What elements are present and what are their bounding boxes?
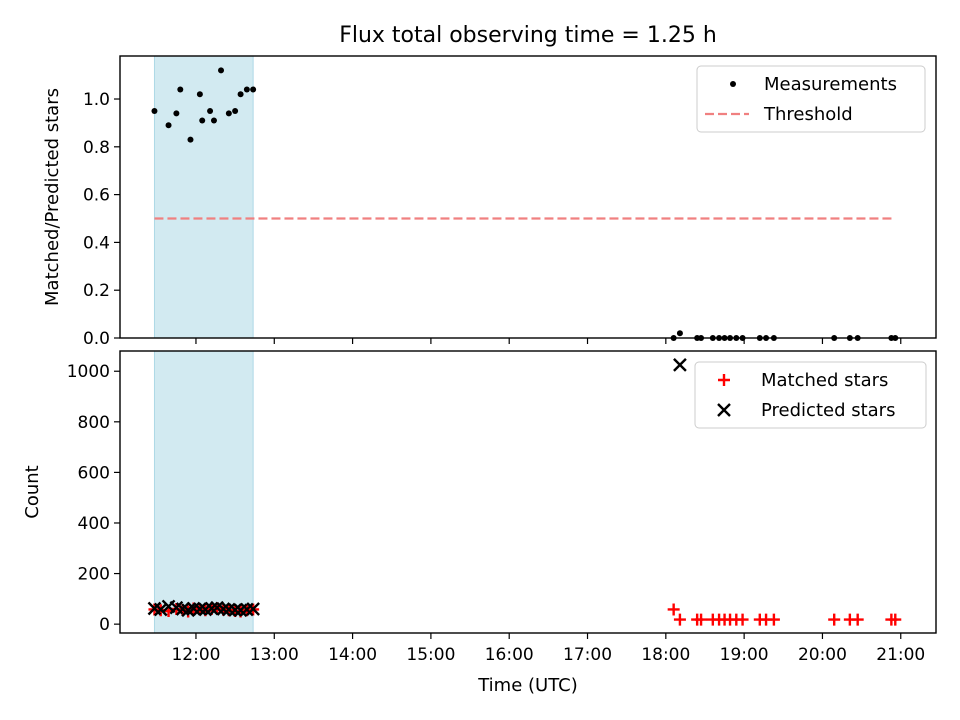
y-tick-label: 200 [78,565,110,585]
measurement-point [237,91,244,98]
measurement-point [210,117,217,124]
bottom-legend-box [694,361,927,429]
top-observing-span [153,55,254,339]
legend-measurements-label: Measurements [764,74,897,95]
top-legend-box [696,65,926,133]
measurement-point [199,117,206,124]
legend-threshold-label: Threshold [763,104,853,125]
x-tick-label: 19:00 [720,645,769,665]
predicted-star-point [673,358,687,372]
measurement-point [225,110,232,117]
predicted-star-point [153,602,168,617]
measurement-point [218,67,225,74]
top-y-axis-label: Matched/Predicted stars [42,88,63,306]
x-tick-label: 16:00 [485,645,534,665]
predicted-star-point [216,602,231,616]
legend-measurements-marker [730,81,736,87]
matched-star-point [673,613,686,626]
matched-star-point [889,613,902,626]
measurement-point [173,110,180,117]
matched-star-point [851,613,864,626]
y-tick-label: 0.2 [83,281,110,301]
y-tick-label: 0.8 [83,138,110,158]
matched-star-point [695,613,708,626]
y-tick-label: 1000 [67,362,110,382]
matched-star-point [667,603,680,616]
bottom-observing-span [153,350,254,634]
x-tick-label: 14:00 [328,645,377,665]
bottom-panel: 0 200 400 600 800 1000 12:00 13:00 14:00 15:00 16… [22,350,937,696]
measurement-point [676,330,683,337]
top-x-ticks [195,338,902,344]
x-tick-label: 17:00 [563,645,612,665]
y-tick-label: 800 [78,413,110,433]
measurement-point [250,86,257,93]
measurement-point [151,107,158,114]
bottom-axes-frame [119,350,937,634]
top-panel: 0.0 0.2 0.4 0.6 0.8 1.0 Matched/Predicted sta… [42,55,937,349]
chart-title: Flux total observing time = 1.25 h [339,23,717,48]
predicted-star-point [204,601,219,616]
x-tick-label: 21:00 [876,645,925,665]
top-axes-frame [119,55,937,339]
measurement-point [177,86,184,93]
matched-star-point [828,613,841,626]
x-tick-label: 13:00 [250,645,299,665]
bottom-y-ticks: 0 200 400 600 800 1000 [67,362,120,635]
measurement-point [196,91,203,98]
measurement-point [232,107,239,114]
bottom-legend: Matched stars Predicted stars [694,361,927,429]
matched-star-point [736,613,749,626]
legend-predicted-label: Predicted stars [761,400,895,421]
predicted-star-point [246,602,260,616]
bottom-x-ticks: 12:00 13:00 14:00 15:00 16:00 17:00 18:00 19:00… [171,633,925,665]
y-tick-label: 600 [78,463,110,483]
bottom-y-axis-label: Count [22,465,43,518]
predicted-star-point [228,603,242,617]
predicted-star-point [193,602,207,616]
y-tick-label: 0.6 [83,186,110,206]
top-y-ticks: 0.0 0.2 0.4 0.6 0.8 1.0 [83,90,120,349]
x-tick-label: 15:00 [406,645,455,665]
y-tick-label: 1.0 [83,90,110,110]
x-tick-label: 18:00 [641,645,690,665]
matched-star-point [767,613,780,626]
predicted-stars-points [147,358,687,618]
legend-matched-label: Matched stars [761,370,888,391]
y-tick-label: 0.0 [83,329,110,349]
legend-predicted-marker [717,403,731,417]
y-tick-label: 0.4 [83,233,110,253]
legend-matched-marker [718,374,730,386]
top-legend: Measurements Threshold [696,65,926,133]
measurement-point [165,122,172,129]
y-tick-label: 400 [78,514,110,534]
measurement-point [207,107,214,114]
x-tick-label: 20:00 [798,645,847,665]
measurement-point [243,86,250,93]
x-axis-label: Time (UTC) [477,675,578,696]
y-tick-label: 0 [99,615,110,635]
x-tick-label: 12:00 [171,645,220,665]
measurement-point [187,136,194,143]
